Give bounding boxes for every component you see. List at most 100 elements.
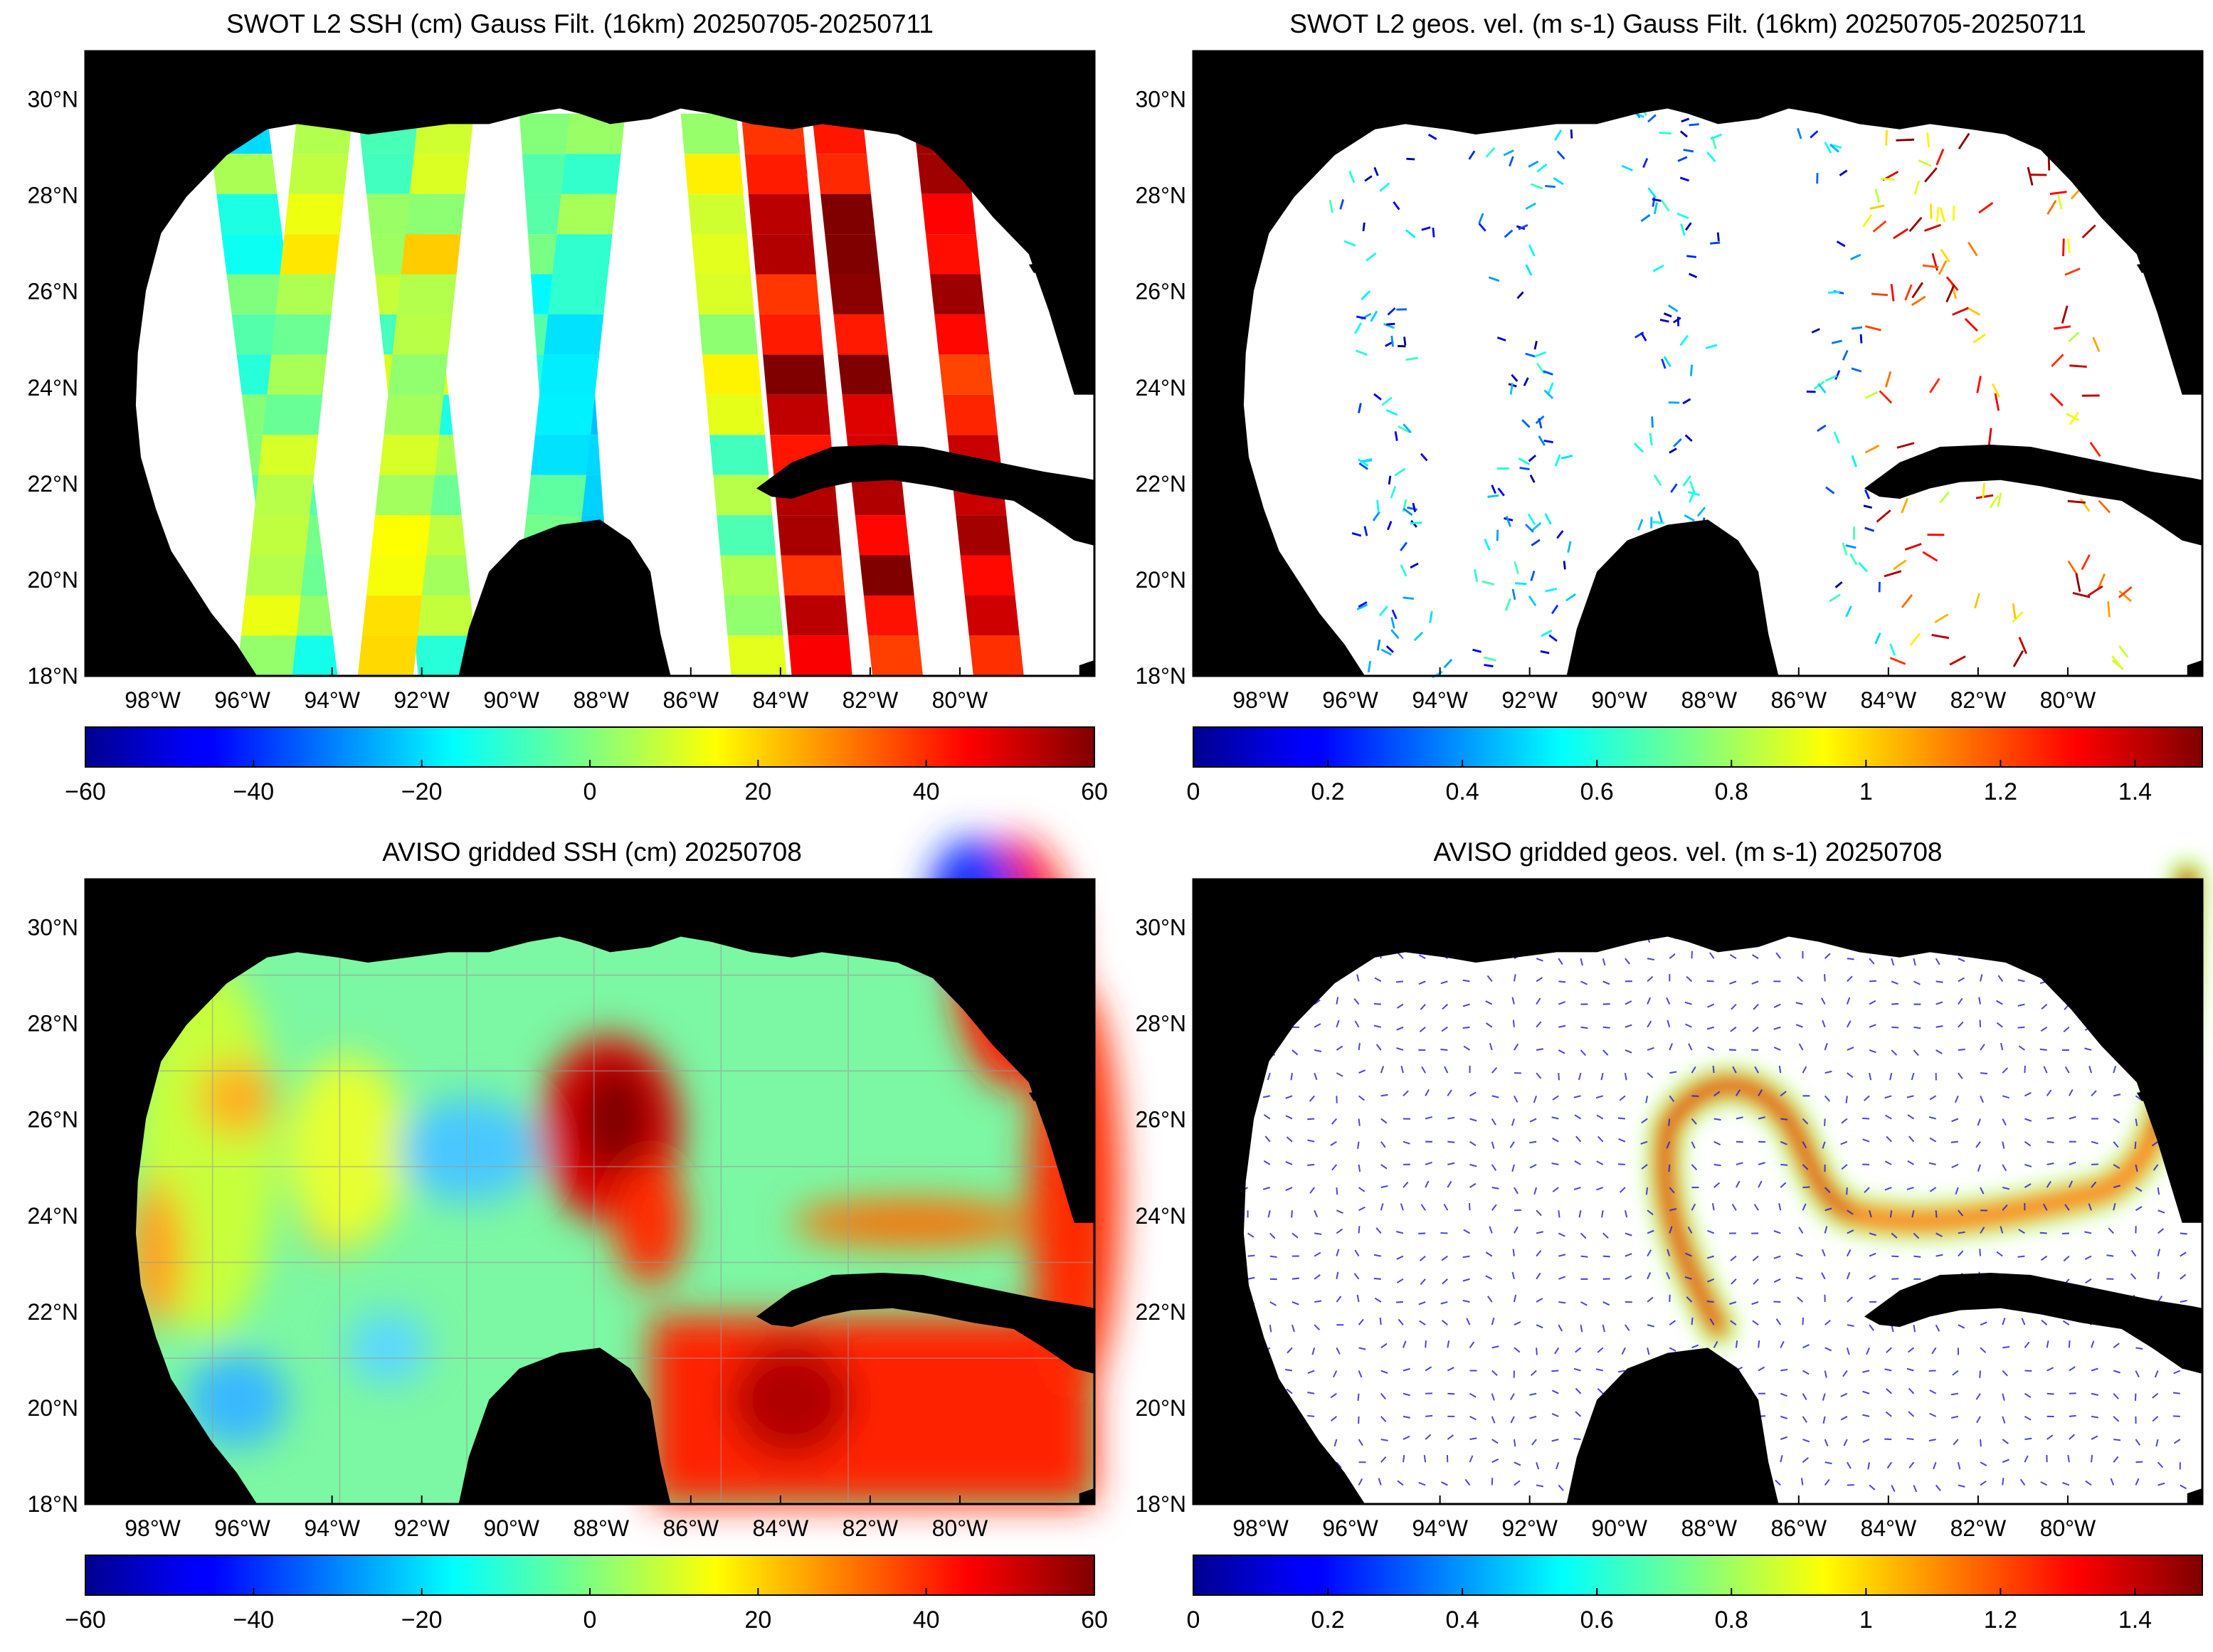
lon-tick-label: 90°W xyxy=(483,1515,539,1541)
lat-tick-label: 24°N xyxy=(28,1203,79,1229)
lon-tick-label: 88°W xyxy=(573,1515,629,1541)
lat-tick-label: 26°N xyxy=(1136,1107,1187,1133)
lat-tick-label: 28°N xyxy=(28,183,79,208)
colorbar-tick-label: 0.2 xyxy=(1311,1606,1344,1634)
lon-tick-label: 92°W xyxy=(394,687,450,713)
map-panel-vel-aviso xyxy=(1193,858,2208,1504)
colorbar-tick-label: −60 xyxy=(65,778,106,805)
colorbar-tick-label: 1.4 xyxy=(2118,778,2152,805)
lon-tick-label: 90°W xyxy=(1591,1515,1647,1541)
map-frame-4 xyxy=(1192,878,2204,1505)
lon-tick-label: 94°W xyxy=(304,1515,360,1541)
lat-tick-label: 22°N xyxy=(28,471,79,497)
map-frame-2 xyxy=(1192,50,2204,677)
panel-title-vel-swot: SWOT L2 geos. vel. (m s-1) Gauss Filt. (… xyxy=(1289,9,2086,38)
map-frame-3 xyxy=(84,878,1096,1505)
colorbar-tick-label: 0.8 xyxy=(1715,778,1748,805)
colorbar-tick-label: −40 xyxy=(233,1606,274,1634)
lat-tick-label: 22°N xyxy=(1136,471,1187,497)
colorbar-tick-label: 0.6 xyxy=(1580,778,1614,805)
lat-tick-label: 18°N xyxy=(1136,663,1187,689)
map-frame-1 xyxy=(84,50,1096,677)
lat-tick-label: 20°N xyxy=(1136,1395,1187,1421)
lon-tick-label: 80°W xyxy=(2040,1515,2096,1541)
colorbar-tick-label: −20 xyxy=(401,778,443,805)
colorbar-tick-label: 60 xyxy=(1081,1606,1108,1634)
map-panel-ssh-swot xyxy=(85,51,1094,676)
lon-tick-label: 82°W xyxy=(1950,687,2007,713)
colorbar-tick-label: 0.8 xyxy=(1715,1606,1748,1634)
lon-tick-label: 86°W xyxy=(1771,1515,1827,1541)
colorbar-tick-label: 0.4 xyxy=(1446,1606,1479,1634)
lon-tick-label: 98°W xyxy=(125,687,181,713)
lat-tick-label: 28°N xyxy=(1136,183,1187,208)
lat-tick-label: 26°N xyxy=(28,1107,79,1133)
lat-tick-label: 18°N xyxy=(1136,1491,1187,1517)
lat-tick-label: 20°N xyxy=(28,567,79,593)
lon-tick-label: 88°W xyxy=(1681,1515,1737,1541)
lat-tick-label: 24°N xyxy=(1136,375,1187,401)
colorbar-tick-label: 0 xyxy=(1187,1606,1200,1634)
map-panel-vel-swot xyxy=(1193,51,2202,679)
lon-tick-label: 82°W xyxy=(843,687,899,713)
lat-tick-label: 24°N xyxy=(28,375,79,401)
colorbar-tick-label: 1.2 xyxy=(1984,778,2017,805)
lon-tick-label: 96°W xyxy=(214,687,270,713)
lon-tick-label: 90°W xyxy=(483,687,539,713)
colorbar-tick-label: −60 xyxy=(65,1606,106,1634)
lon-tick-label: 98°W xyxy=(1232,1515,1289,1541)
lon-tick-label: 96°W xyxy=(1322,1515,1378,1541)
lon-tick-label: 82°W xyxy=(1950,1515,2007,1541)
colorbar-tick-label: 0 xyxy=(1187,778,1200,805)
colorbar-tick-label: 1.2 xyxy=(1984,1606,2017,1634)
lon-tick-label: 94°W xyxy=(1412,1515,1468,1541)
lon-tick-label: 88°W xyxy=(1681,687,1737,713)
lat-tick-label: 18°N xyxy=(28,663,79,689)
colorbar-vel-top xyxy=(1193,726,2203,768)
colorbar-tick-label: −20 xyxy=(401,1606,443,1634)
colorbar-ticks: −60 −40 −20 0 20 40 60 0 0.2 0.4 0.6 0.8 1 1.2 1.4 −60 −… xyxy=(65,760,2152,1634)
lat-tick-label: 20°N xyxy=(1136,567,1187,593)
lat-tick-label: 26°N xyxy=(28,279,79,305)
lon-tick-label: 84°W xyxy=(1861,1515,1917,1541)
colorbar-tick-label: 40 xyxy=(913,1606,940,1634)
colorbar-tick-label: 60 xyxy=(1081,778,1108,805)
lon-tick-label: 80°W xyxy=(932,687,988,713)
colorbar-tick-label: 40 xyxy=(913,778,940,805)
colorbar-tick-label: −40 xyxy=(233,778,274,805)
lat-tick-label: 30°N xyxy=(28,915,79,941)
colorbar-tick-label: 1 xyxy=(1859,1606,1873,1634)
lon-tick-label: 84°W xyxy=(753,1515,809,1541)
lon-tick-label: 88°W xyxy=(573,687,629,713)
lat-tick-label: 24°N xyxy=(1136,1203,1187,1229)
lon-tick-label: 84°W xyxy=(753,687,809,713)
colorbar-tick-label: 1.4 xyxy=(2118,1606,2152,1634)
colorbar-tick-label: 0 xyxy=(583,778,597,805)
lon-tick-label: 90°W xyxy=(1591,687,1647,713)
lon-tick-label: 86°W xyxy=(663,1515,719,1541)
lon-tick-label: 94°W xyxy=(1412,687,1468,713)
colorbar-tick-label: 1 xyxy=(1859,778,1873,805)
panel-title-vel-aviso: AVISO gridded geos. vel. (m s-1) 2025070… xyxy=(1433,837,1942,867)
lon-tick-label: 96°W xyxy=(1322,687,1378,713)
lat-tick-label: 22°N xyxy=(1136,1299,1187,1325)
lat-tick-label: 30°N xyxy=(1136,87,1187,112)
lon-tick-label: 86°W xyxy=(663,687,719,713)
lat-tick-label: 18°N xyxy=(28,1491,79,1517)
lon-tick-label: 92°W xyxy=(1501,1515,1558,1541)
lat-tick-label: 28°N xyxy=(28,1011,79,1037)
lon-tick-label: 80°W xyxy=(932,1515,988,1541)
lat-tick-label: 26°N xyxy=(1136,279,1187,305)
panel-title-ssh-aviso: AVISO gridded SSH (cm) 20250708 xyxy=(382,837,802,867)
colorbar-tick-label: 0.6 xyxy=(1580,1606,1614,1634)
colorbar-tick-label: 20 xyxy=(744,778,771,805)
map-axes: 98°W 96°W 94°W 92°W 90°W 88°W 86°W 84°W 82°W 80°W… xyxy=(28,87,2097,1541)
lon-tick-label: 94°W xyxy=(304,687,360,713)
lon-tick-label: 84°W xyxy=(1861,687,1917,713)
lon-tick-label: 86°W xyxy=(1771,687,1827,713)
colorbar-tick-label: 0 xyxy=(583,1606,597,1634)
colorbar-tick-label: 20 xyxy=(744,1606,771,1634)
lat-tick-label: 20°N xyxy=(28,1395,79,1421)
lon-tick-label: 92°W xyxy=(1501,687,1558,713)
